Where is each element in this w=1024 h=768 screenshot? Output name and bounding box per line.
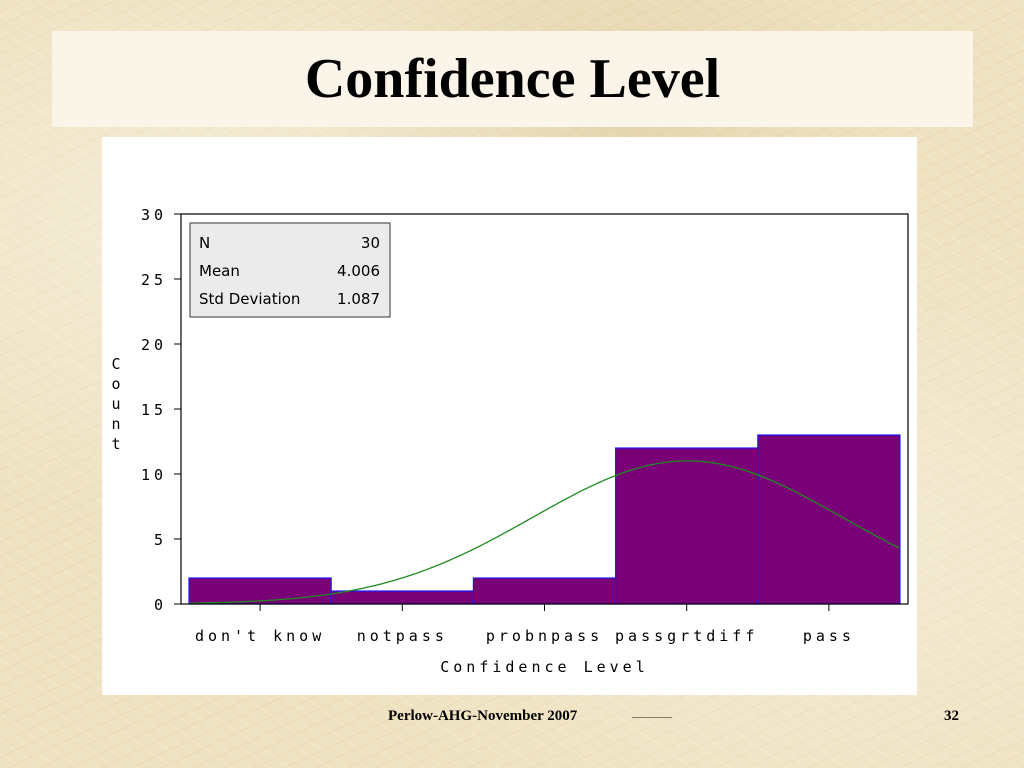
x-tick-label-1: notpass (357, 627, 448, 645)
y-tick-label-1: 5 (154, 531, 167, 549)
x-tick-label-2: probnpass (486, 627, 603, 645)
y-tick-label-2: 10 (141, 466, 167, 484)
bar-4 (757, 434, 901, 605)
stats-label-0: N (199, 234, 210, 252)
x-tick-label-4: pass (803, 627, 855, 645)
stats-label-1: Mean (199, 262, 240, 280)
bar-2 (472, 577, 617, 605)
slide-footer: Perlow-AHG-November 2007 (388, 708, 578, 724)
histogram-chart: 0 5 10 15 20 25 30 don't know notpass probnpass pa… (111, 206, 909, 676)
title-bar: Confidence Level (52, 31, 973, 127)
x-tick-label-0: don't know (195, 627, 325, 645)
normal-curve-line (189, 460, 900, 604)
bar-1 (330, 590, 474, 605)
bar-3 (614, 447, 759, 605)
stats-value-2: 1.087 (337, 290, 380, 308)
page-number: 32 (944, 708, 959, 724)
stats-value-1: 4.006 (337, 262, 380, 280)
y-tick-label-5: 25 (141, 271, 167, 289)
bar-0 (188, 577, 332, 605)
stats-label-2: Std Deviation (199, 290, 300, 308)
x-axis-label: Confidence Level (440, 658, 649, 676)
stats-value-0: 30 (361, 234, 380, 252)
x-tick-label-3: passgrtdiff (615, 627, 758, 645)
y-tick-label-3: 15 (141, 401, 167, 419)
chart-panel: 0 5 10 15 20 25 30 don't know notpass probnpass pa… (102, 137, 917, 695)
stats-box (189, 222, 391, 318)
footer-divider (632, 717, 672, 718)
slide-title: Confidence Level (304, 48, 721, 110)
y-tick-label-0: 0 (154, 596, 167, 614)
y-tick-label-6: 30 (141, 206, 167, 224)
y-tick-label-4: 20 (141, 336, 167, 354)
